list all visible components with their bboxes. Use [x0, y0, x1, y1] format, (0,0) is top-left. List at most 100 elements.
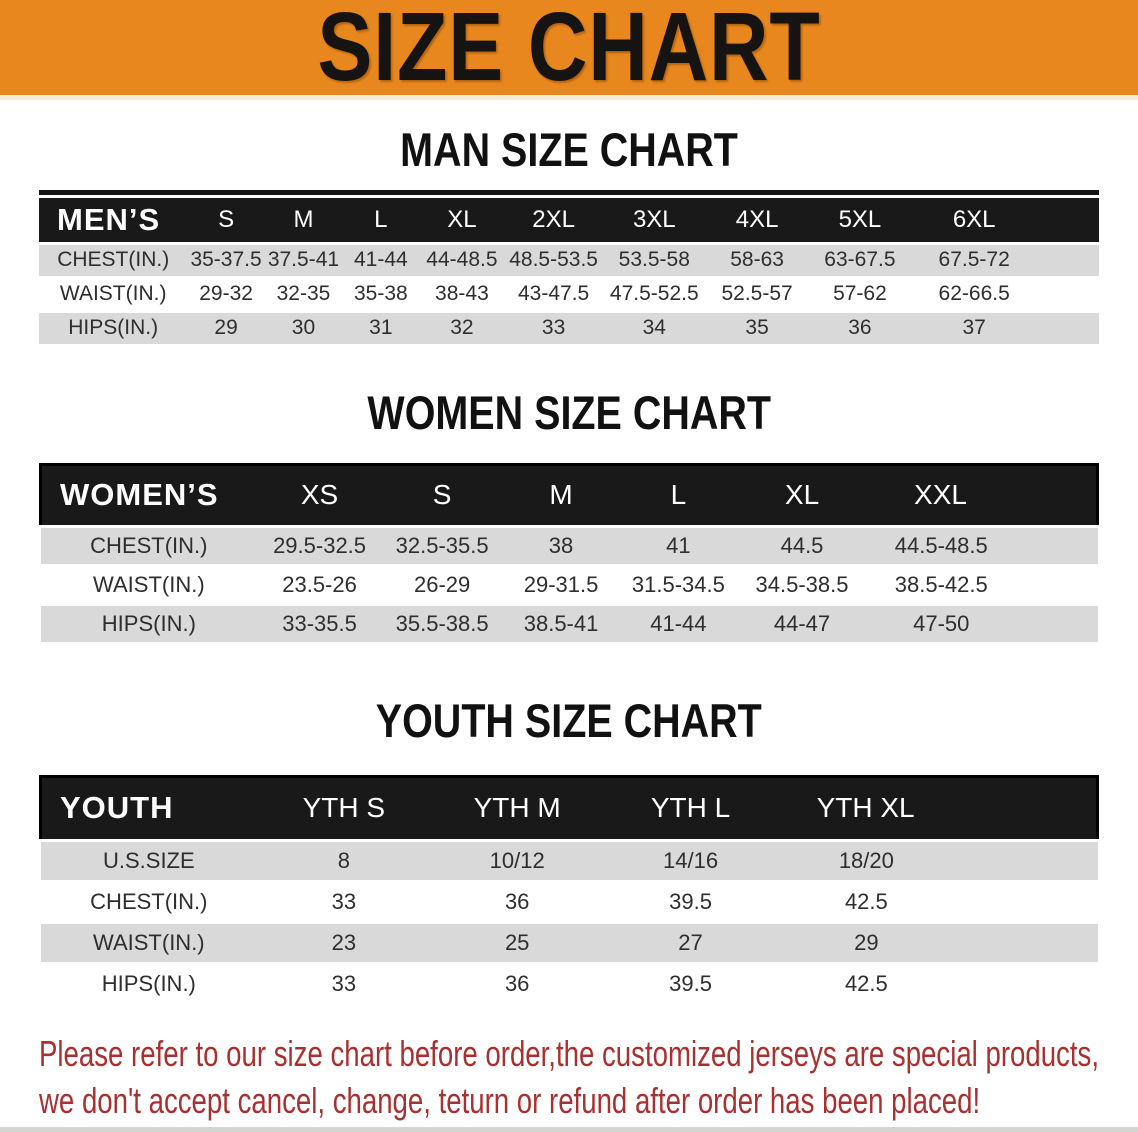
size-value-cell: 34.5-38.5: [737, 565, 868, 604]
size-column-header: M: [502, 462, 620, 528]
size-value-cell: 36: [430, 963, 604, 1004]
measurement-row-label: WAIST(IN.): [39, 277, 188, 311]
size-column-header: M: [264, 198, 343, 245]
size-value-cell: 29-31.5: [502, 565, 620, 604]
size-value-cell: 35.5-38.5: [381, 604, 503, 643]
size-column-header: 6XL: [911, 198, 1099, 245]
size-value-cell: 38.5-42.5: [867, 565, 1098, 604]
size-value-cell: 43-47.5: [504, 277, 603, 311]
size-value-cell: 67.5-72: [911, 243, 1099, 277]
size-value-cell: 36: [808, 311, 912, 345]
size-value-cell: 35: [705, 311, 809, 345]
size-value-cell: 41: [619, 526, 738, 565]
size-value-cell: 33-35.5: [257, 604, 382, 643]
size-value-cell: 62-66.5: [911, 277, 1099, 311]
size-value-cell: 38.5-41: [502, 604, 620, 643]
size-value-cell: 26-29: [381, 565, 503, 604]
size-column-header: YTH L: [603, 774, 778, 842]
man-size-chart-heading: MAN SIZE CHART: [0, 126, 1138, 174]
youth-size-table: YOUTH YTH S YTH M YTH L YTH XL U.S.SIZE 8 10/12…: [39, 774, 1100, 1006]
men-table-top-rule: [39, 190, 1099, 195]
size-value-cell: 39.5: [603, 881, 778, 922]
size-value-cell: 33: [257, 963, 431, 1004]
size-value-cell: 32-35: [264, 277, 343, 311]
order-policy-line-1-text: Please refer to our size chart before or…: [39, 1032, 1099, 1074]
size-value-cell: 29-32: [187, 277, 265, 311]
size-value-cell: 44.5-48.5: [867, 526, 1098, 565]
size-column-header: YTH S: [257, 774, 431, 842]
size-column-header: 4XL: [705, 198, 809, 245]
size-value-cell: 41-44: [342, 243, 420, 277]
size-value-cell: 8: [257, 840, 431, 881]
size-value-cell: 29: [777, 922, 1098, 963]
measurement-row: CHEST(IN.) 29.5-32.5 32.5-35.5 38 41 44.5 44.5…: [40, 526, 1098, 565]
measurement-row-label: CHEST(IN.): [40, 526, 258, 565]
size-table-header-row: YOUTH YTH S YTH M YTH L YTH XL: [39, 774, 1100, 842]
size-value-cell: 58-63: [705, 243, 809, 277]
size-column-header: 5XL: [808, 198, 912, 245]
size-value-cell: 29: [187, 311, 265, 345]
size-value-cell: 35-38: [342, 277, 420, 311]
table-corner-label: YOUTH: [39, 774, 258, 842]
size-value-cell: 10/12: [430, 840, 604, 881]
measurement-row-label: WAIST(IN.): [40, 922, 258, 963]
size-value-cell: 25: [430, 922, 604, 963]
size-table-header-row: WOMEN’S XS S M L XL XXL: [39, 462, 1100, 528]
size-column-header: L: [619, 462, 738, 528]
size-value-cell: 35-37.5: [187, 243, 265, 277]
order-policy-note: Please refer to our size chart before or…: [39, 1030, 1099, 1124]
size-table-header-row: MEN’S S M L XL 2XL 3XL 4XL 5XL 6XL: [39, 198, 1099, 245]
banner-title: SIZE CHART: [317, 0, 821, 100]
size-value-cell: 44-47: [737, 604, 868, 643]
measurement-row-label: CHEST(IN.): [40, 881, 258, 922]
size-value-cell: 31: [342, 311, 420, 345]
table-corner-label: MEN’S: [39, 198, 188, 245]
women-size-table: WOMEN’S XS S M L XL XXL CHEST(IN.) 29.5-32.5 32.5…: [39, 462, 1100, 645]
size-value-cell: 53.5-58: [602, 243, 706, 277]
size-value-cell: 32.5-35.5: [381, 526, 503, 565]
size-value-cell: 33: [257, 881, 431, 922]
bottom-edge-strip: [0, 1127, 1138, 1132]
man-size-chart-heading-text: MAN SIZE CHART: [400, 123, 738, 176]
size-value-cell: 23: [257, 922, 431, 963]
order-policy-line-2-text: we don't accept cancel, change, teturn o…: [39, 1079, 981, 1121]
youth-size-chart-heading-text: YOUTH SIZE CHART: [375, 693, 763, 747]
women-size-chart-heading: WOMEN SIZE CHART: [0, 385, 1138, 439]
size-column-header: 2XL: [504, 198, 603, 245]
size-value-cell: 57-62: [808, 277, 912, 311]
men-size-table: MEN’S S M L XL 2XL 3XL 4XL 5XL 6XL CHEST(IN.) 35-37…: [39, 198, 1099, 347]
size-value-cell: 30: [264, 311, 343, 345]
women-size-chart-heading-text: WOMEN SIZE CHART: [367, 385, 771, 439]
size-value-cell: 37.5-41: [264, 243, 343, 277]
size-value-cell: 29.5-32.5: [257, 526, 382, 565]
size-value-cell: 42.5: [777, 881, 1098, 922]
measurement-row-label: HIPS(IN.): [39, 311, 188, 345]
measurement-row: U.S.SIZE 8 10/12 14/16 18/20: [40, 840, 1098, 881]
measurement-row-label: U.S.SIZE: [40, 840, 258, 881]
size-column-header: 3XL: [602, 198, 706, 245]
size-value-cell: 37: [911, 311, 1099, 345]
size-column-header: XXL: [867, 462, 1100, 528]
youth-size-chart-heading: YOUTH SIZE CHART: [0, 693, 1138, 747]
size-column-header: XL: [737, 462, 868, 528]
size-column-header: XS: [257, 462, 382, 528]
size-value-cell: 36: [430, 881, 604, 922]
measurement-row: WAIST(IN.) 23 25 27 29: [40, 922, 1098, 963]
size-value-cell: 34: [602, 311, 706, 345]
size-value-cell: 44-48.5: [419, 243, 505, 277]
measurement-row-label: HIPS(IN.): [40, 963, 258, 1004]
size-value-cell: 14/16: [603, 840, 778, 881]
measurement-row: CHEST(IN.) 35-37.5 37.5-41 41-44 44-48.5 48.5…: [39, 243, 1099, 277]
size-value-cell: 63-67.5: [808, 243, 912, 277]
size-value-cell: 31.5-34.5: [619, 565, 738, 604]
size-value-cell: 47.5-52.5: [602, 277, 706, 311]
order-policy-line-1: Please refer to our size chart before or…: [39, 1030, 1099, 1077]
size-value-cell: 38: [502, 526, 620, 565]
size-value-cell: 18/20: [777, 840, 1098, 881]
measurement-row-label: HIPS(IN.): [40, 604, 258, 643]
table-corner-label: WOMEN’S: [39, 462, 258, 528]
measurement-row-label: WAIST(IN.): [40, 565, 258, 604]
size-value-cell: 52.5-57: [705, 277, 809, 311]
size-column-header: YTH M: [430, 774, 604, 842]
size-value-cell: 48.5-53.5: [504, 243, 603, 277]
